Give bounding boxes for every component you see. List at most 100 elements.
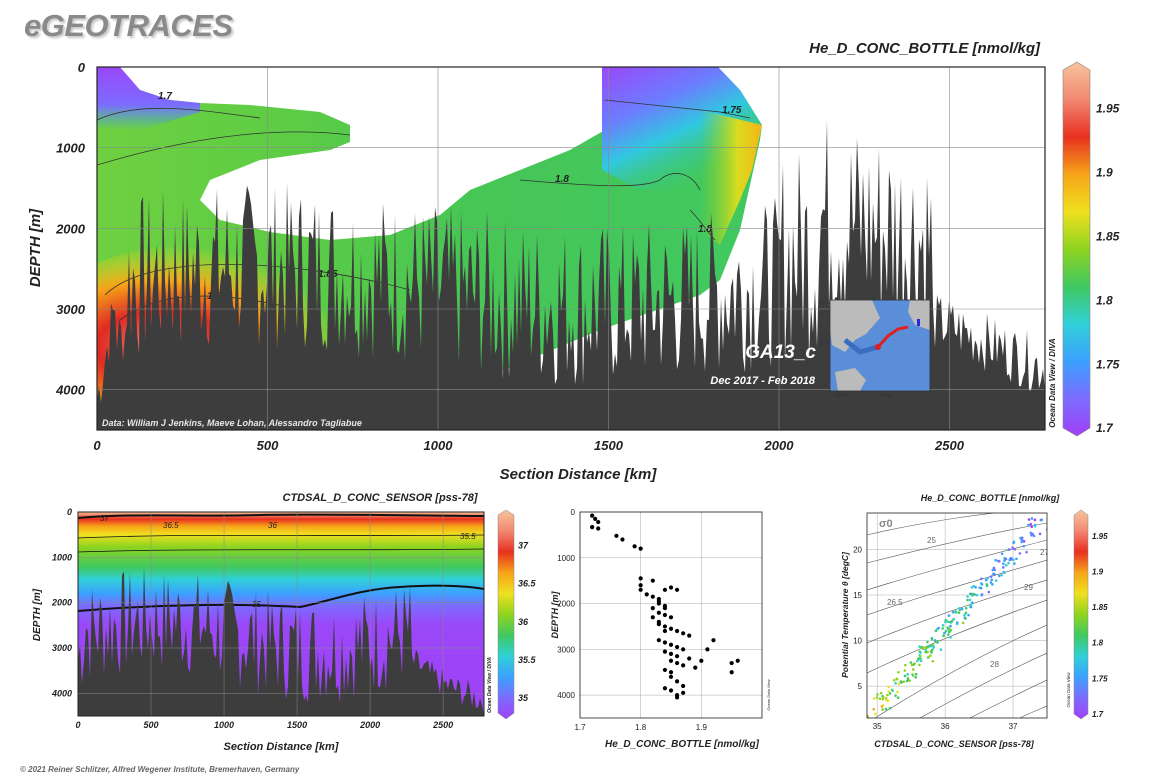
ts-point bbox=[1012, 540, 1016, 544]
colorbar-tick-label: 1.95 bbox=[1096, 102, 1120, 116]
ts-point bbox=[892, 678, 896, 682]
ts-point bbox=[993, 573, 996, 576]
ts-point bbox=[1007, 548, 1011, 551]
ts-colorbar-ticks: 1.7 1.75 1.8 1.85 1.9 1.95 bbox=[1092, 532, 1108, 719]
x-tick-label: 2500 bbox=[432, 720, 453, 730]
main-colorbar-ticks: 1.7 1.75 1.8 1.85 1.9 1.95 bbox=[1096, 102, 1120, 436]
y-tick-label: 0 bbox=[67, 507, 72, 517]
scatter-point bbox=[590, 525, 595, 530]
scatter-point bbox=[656, 622, 661, 627]
ts-point bbox=[987, 590, 991, 594]
main-xlabel: Section Distance [km] bbox=[500, 466, 658, 483]
x-tick-label: 1.9 bbox=[696, 723, 708, 732]
colorbar-tick-label: 1.9 bbox=[1096, 165, 1113, 179]
ctd-grid bbox=[78, 512, 484, 716]
ctd-plot-frame bbox=[77, 511, 485, 717]
ts-point bbox=[1013, 547, 1017, 551]
ts-point bbox=[952, 617, 955, 621]
ts-point bbox=[1033, 525, 1037, 528]
colorbar-tick-label: 1.8 bbox=[1092, 639, 1104, 648]
ts-point bbox=[930, 651, 933, 654]
ts-point bbox=[919, 651, 922, 654]
ts-point bbox=[957, 611, 961, 614]
scatter-point bbox=[656, 638, 661, 643]
scatter-point bbox=[662, 686, 668, 691]
ts-point bbox=[964, 617, 967, 620]
colorbar-tick-label: 1.85 bbox=[1096, 229, 1120, 243]
scatter-point bbox=[593, 516, 598, 521]
ts-point bbox=[994, 579, 998, 582]
x-tick-label: 0 bbox=[93, 438, 101, 453]
ts-point bbox=[1003, 571, 1006, 575]
ts-point bbox=[926, 640, 929, 644]
x-tick-label: 1000 bbox=[424, 438, 454, 453]
ts-isopycnals bbox=[867, 513, 1047, 718]
scatter-point bbox=[656, 599, 661, 604]
ts-point bbox=[897, 670, 900, 674]
scatter-point bbox=[681, 690, 686, 695]
ts-point bbox=[906, 673, 909, 676]
y-tick-label: 15 bbox=[853, 591, 862, 600]
scatter-point bbox=[650, 578, 655, 583]
ts-point bbox=[949, 624, 952, 628]
ts-point bbox=[924, 650, 927, 654]
main-odv-tag: Ocean Data View / DIVA bbox=[1048, 338, 1057, 428]
ts-point bbox=[948, 620, 952, 624]
ts-point bbox=[948, 627, 951, 631]
y-tick-label: 3000 bbox=[52, 643, 72, 653]
ts-point bbox=[1015, 557, 1018, 561]
ts-point bbox=[1013, 562, 1016, 565]
ts-point bbox=[1038, 532, 1042, 536]
scatter-point bbox=[674, 644, 680, 650]
ts-point bbox=[881, 708, 884, 711]
ts-point bbox=[924, 646, 928, 650]
ts-point bbox=[1027, 523, 1030, 527]
ts-point bbox=[886, 693, 889, 697]
main-grid bbox=[97, 67, 1045, 430]
ts-point bbox=[950, 619, 954, 623]
ts-point bbox=[1009, 558, 1013, 561]
ts-point bbox=[929, 644, 932, 648]
scatter-point bbox=[668, 674, 674, 679]
svg-text:36: 36 bbox=[268, 521, 277, 530]
svg-text:0°: 0° bbox=[822, 383, 827, 389]
scatter-point bbox=[668, 642, 674, 647]
scatter-point bbox=[614, 533, 619, 538]
scatter-point bbox=[681, 683, 686, 689]
ts-point bbox=[931, 659, 935, 663]
ctd-contours bbox=[78, 513, 484, 612]
scatter-point bbox=[662, 667, 668, 673]
svg-text:35: 35 bbox=[252, 600, 261, 609]
ts-point bbox=[969, 605, 973, 609]
svg-text:27: 27 bbox=[1040, 548, 1049, 557]
scatter-point bbox=[668, 658, 674, 663]
y-tick-label: 2000 bbox=[51, 598, 72, 608]
scatter-point bbox=[681, 663, 686, 668]
ts-point bbox=[1020, 540, 1024, 544]
ts-point bbox=[1027, 518, 1031, 521]
svg-text:28: 28 bbox=[990, 660, 999, 669]
x-tick-label: 2000 bbox=[359, 720, 380, 730]
ts-point bbox=[984, 578, 988, 582]
ts-point bbox=[930, 637, 934, 641]
colorbar-tick-label: 1.95 bbox=[1092, 532, 1108, 541]
ts-point bbox=[1011, 546, 1014, 549]
ts-point bbox=[1012, 558, 1015, 562]
ts-point bbox=[874, 712, 877, 716]
ts-point bbox=[1003, 559, 1006, 562]
ts-point bbox=[997, 574, 1001, 578]
scatter-point bbox=[596, 526, 601, 531]
ts-point bbox=[966, 598, 969, 602]
ts-point bbox=[909, 661, 913, 664]
svg-text:80°W: 80°W bbox=[835, 393, 848, 399]
ts-point bbox=[888, 706, 892, 710]
ctd-bathymetry bbox=[78, 567, 484, 716]
scatter-point bbox=[662, 587, 668, 592]
ts-point bbox=[929, 654, 932, 657]
scatter-point bbox=[705, 647, 710, 652]
ts-point bbox=[1029, 522, 1033, 526]
ts-ylabel: Potential Temperature θ [degC] bbox=[840, 551, 850, 678]
inset-cruise-track bbox=[876, 325, 909, 349]
ts-point bbox=[944, 629, 948, 633]
scatter-point bbox=[674, 695, 680, 700]
